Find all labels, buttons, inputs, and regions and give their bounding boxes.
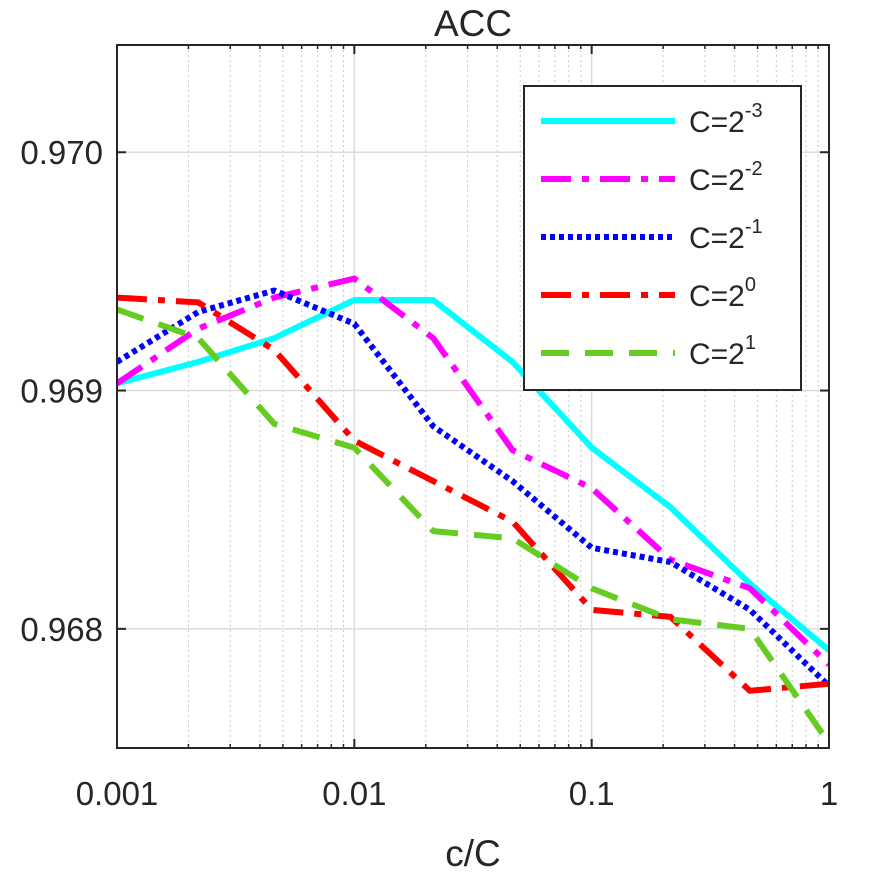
x-tick-label: 1 bbox=[820, 775, 838, 812]
legend-label-base: C=2 bbox=[689, 106, 745, 139]
x-axis-label: c/C bbox=[445, 833, 501, 872]
x-tick-label: 0.1 bbox=[569, 775, 615, 812]
legend-label-2: C=2-2 bbox=[689, 158, 763, 197]
legend-label-base: C=2 bbox=[689, 280, 745, 313]
legend-label-base: C=2 bbox=[689, 222, 745, 255]
minor-grid bbox=[187, 45, 819, 748]
series-lines bbox=[117, 275, 829, 745]
series-line-5 bbox=[117, 306, 829, 745]
x-tick-labels: 0.001 0.01 0.1 1 bbox=[76, 775, 838, 812]
x-tick-label: 0.001 bbox=[76, 775, 159, 812]
y-tick-labels: 0.968 0.969 0.970 bbox=[20, 134, 103, 648]
series-line-1 bbox=[117, 297, 829, 653]
legend-label-4: C=20 bbox=[689, 274, 756, 313]
y-tick-label: 0.968 bbox=[20, 611, 103, 648]
legend-label-exponent: 0 bbox=[745, 274, 756, 296]
series-line-4 bbox=[117, 294, 829, 694]
chart-title: ACC bbox=[434, 3, 512, 44]
legend-label-5: C=21 bbox=[689, 332, 756, 371]
legend-label-base: C=2 bbox=[689, 164, 745, 197]
legend-label-exponent: -1 bbox=[745, 216, 763, 238]
legend: C=2-3C=2-2C=2-1C=20C=21 bbox=[523, 85, 802, 391]
axis-ticks bbox=[116, 45, 830, 748]
series-line-2 bbox=[117, 275, 829, 667]
legend-label-exponent: 1 bbox=[745, 332, 756, 354]
legend-label-3: C=2-1 bbox=[689, 216, 763, 255]
legend-label-exponent: -3 bbox=[745, 100, 763, 122]
y-tick-label: 0.970 bbox=[20, 134, 103, 171]
legend-label-base: C=2 bbox=[689, 338, 745, 371]
y-tick-label: 0.969 bbox=[20, 373, 103, 410]
legend-label-1: C=2-3 bbox=[689, 100, 763, 139]
x-tick-label: 0.01 bbox=[322, 775, 386, 812]
legend-label-exponent: -2 bbox=[745, 158, 763, 180]
plot-frame bbox=[116, 44, 830, 749]
